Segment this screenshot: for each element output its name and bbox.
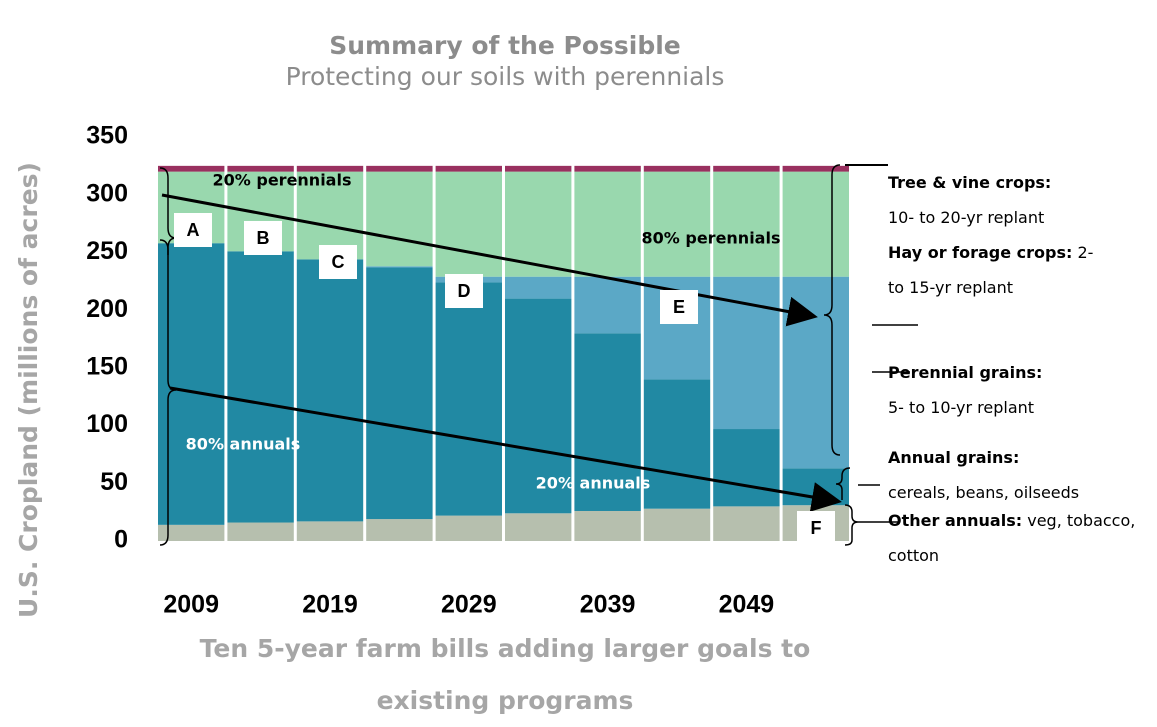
- bar-segment: [158, 524, 225, 541]
- bar-segment: [435, 515, 502, 541]
- bar-segment: [296, 259, 364, 522]
- y-tick-label: 150: [86, 352, 128, 380]
- bar-segment: [782, 171, 849, 277]
- x-tick-label: 2039: [580, 591, 636, 619]
- bar-segment: [505, 276, 572, 299]
- x-tick-label: 2029: [441, 591, 497, 619]
- letter: F: [811, 518, 822, 538]
- bar-segment: [366, 165, 433, 172]
- legend-entry: Hay or forage crops: 2- to 15-yr replant: [888, 235, 1098, 305]
- bar-segment: [296, 165, 364, 172]
- bar-segment: [574, 276, 641, 334]
- bar-segment: [574, 165, 641, 172]
- bar-segment: [435, 171, 502, 277]
- overlay: A B C D E F 20% perennials 80% perennials 80% an…: [159, 164, 918, 546]
- bar-segment: [574, 333, 641, 511]
- bar-segment: [366, 171, 433, 267]
- bar-segment: [227, 165, 294, 172]
- x-tick-label: 2009: [163, 591, 219, 619]
- letter: C: [332, 252, 345, 272]
- letter: D: [458, 281, 471, 301]
- y-tick-label: 350: [86, 122, 128, 150]
- letter: E: [673, 297, 685, 317]
- legend-entry: Perennial grains: 5- to 10-yr replant: [888, 355, 1138, 425]
- x-axis-label: Ten 5-year farm bills adding larger goal…: [199, 634, 811, 715]
- bar-segment: [643, 165, 711, 172]
- letter-box: [797, 511, 835, 545]
- legend-name: Tree & vine crops:: [888, 173, 1052, 192]
- bar-segment: [366, 266, 433, 268]
- brace: [159, 167, 177, 255]
- bar-segment: [574, 171, 641, 277]
- legend-entry: Other annuals: veg, tobacco, cotton: [888, 503, 1138, 573]
- letter-box: [319, 245, 357, 279]
- bar-segment: [227, 522, 294, 541]
- y-tick-label: 200: [86, 295, 128, 323]
- y-tick-label: 250: [86, 237, 128, 265]
- legend-entry: Annual grains: cereals, beans, oilseeds: [888, 440, 1138, 510]
- arrow: [161, 193, 818, 327]
- bar-segment: [505, 298, 572, 514]
- y-tick-label: 0: [114, 526, 128, 554]
- legend-entry: Tree & vine crops: 10- to 20-yr replant: [888, 165, 1138, 235]
- legend-name: Annual grains:: [888, 448, 1020, 467]
- legend-name: Perennial grains:: [888, 363, 1043, 382]
- bar-segment: [713, 506, 780, 541]
- bar-segment: [643, 171, 711, 277]
- brace: [835, 467, 851, 500]
- bar-segment: [366, 519, 433, 541]
- bar-segment: [227, 251, 294, 523]
- bar-segment: [574, 510, 641, 541]
- letter-box: [244, 221, 282, 255]
- legend-description: 10- to 20-yr replant: [888, 208, 1045, 227]
- bar-segment: [505, 171, 572, 277]
- bar-segment: [713, 165, 780, 172]
- bar-segment: [296, 171, 364, 260]
- letter-box: [660, 290, 698, 324]
- arrow: [169, 386, 842, 512]
- y-tick-label: 300: [86, 179, 128, 207]
- bar-segment: [366, 267, 433, 520]
- legend-name: Hay or forage crops:: [888, 243, 1073, 262]
- annotation: 80% perennials: [642, 229, 781, 248]
- legend-name: Other annuals:: [888, 511, 1023, 530]
- legend-description: 2- to 15-yr replant: [888, 243, 1094, 297]
- y-axis-label: U.S. Cropland (millions of acres): [14, 162, 43, 618]
- legend-description: cereals, beans, oilseeds: [888, 483, 1080, 502]
- x-tick-label: 2049: [719, 591, 775, 619]
- brace: [823, 164, 841, 456]
- chart-title: Summary of the Possible: [329, 31, 681, 60]
- legend-description: 5- to 10-yr replant: [888, 398, 1035, 417]
- bar-segment: [435, 165, 502, 172]
- bar-segment: [782, 468, 849, 506]
- y-tick-label: 50: [100, 468, 128, 496]
- annotation: 80% annuals: [186, 435, 301, 454]
- bar-segment: [296, 521, 364, 541]
- bar-segment: [505, 165, 572, 172]
- bar-segment: [782, 165, 849, 172]
- annotation: 20% annuals: [536, 474, 651, 493]
- bar-segment: [713, 276, 780, 430]
- bar-segment: [435, 282, 502, 516]
- bar-segment: [505, 513, 572, 541]
- letter-box: [445, 274, 483, 308]
- chart-subtitle: Protecting our soils with perennials: [286, 62, 725, 91]
- bar-segment: [643, 379, 711, 509]
- letter: B: [257, 228, 270, 248]
- bar-segment: [713, 171, 780, 277]
- annotation: 20% perennials: [213, 171, 352, 190]
- legend-description: veg, tobacco, cotton: [888, 511, 1136, 565]
- letter-box: [174, 213, 212, 247]
- bar-segment: [782, 276, 849, 469]
- letter: A: [187, 220, 200, 240]
- x-tick-label: 2019: [302, 591, 358, 619]
- brace: [159, 239, 177, 546]
- bar-segment: [643, 508, 711, 541]
- y-tick-label: 100: [86, 410, 128, 438]
- bar-segment: [158, 165, 225, 172]
- bar-segment: [713, 429, 780, 507]
